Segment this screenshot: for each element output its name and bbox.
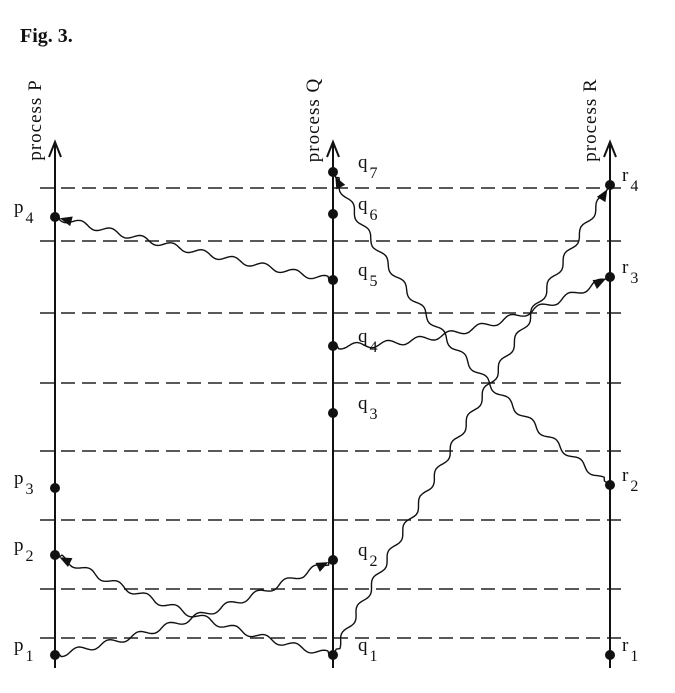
process-arrow (603, 139, 617, 158)
event-label: r1 (622, 635, 638, 665)
message (54, 554, 334, 656)
process-arrow (48, 139, 62, 158)
event-dot (50, 550, 60, 560)
event-index: 1 (630, 648, 638, 665)
event-dot (605, 272, 615, 282)
event-index: 5 (370, 273, 378, 290)
messages (54, 171, 611, 658)
message (333, 276, 611, 350)
message (332, 184, 611, 656)
event-dot (605, 480, 615, 490)
event-index: 6 (370, 207, 378, 224)
event-label: p3 (14, 468, 34, 498)
event-letter: q (358, 260, 368, 281)
event-dot (50, 650, 60, 660)
message-arrowhead (592, 279, 606, 289)
event-index: 1 (370, 648, 378, 665)
event-dot (328, 275, 338, 285)
event-index: 4 (26, 210, 34, 227)
event-index: 7 (370, 165, 378, 182)
event-label: r2 (622, 465, 638, 495)
event-letter: q (358, 194, 368, 215)
message (332, 171, 611, 486)
event-letter: q (358, 152, 368, 173)
message-arrowhead (315, 562, 329, 572)
process-label: process R (580, 78, 601, 161)
event-dot (328, 555, 338, 565)
event-dot (50, 212, 60, 222)
event-label: r3 (622, 257, 638, 287)
event-index: 3 (26, 481, 34, 498)
event-index: 2 (370, 553, 378, 570)
event-index: 3 (370, 406, 378, 423)
message-arrowhead (59, 557, 73, 568)
event-letter: p (14, 635, 24, 656)
event-index: 4 (630, 178, 638, 195)
event-letter: p (14, 468, 24, 489)
event-label: q3 (358, 393, 378, 423)
event-dot (605, 650, 615, 660)
event-letter: q (358, 393, 368, 414)
message (54, 216, 334, 281)
event-index: 2 (630, 478, 638, 495)
event-label: r4 (622, 165, 638, 195)
event-dot (328, 167, 338, 177)
event-index: 3 (630, 270, 638, 287)
event-label: q6 (358, 194, 378, 224)
processes: process P process Q process R (25, 78, 617, 668)
process-arrow (326, 139, 340, 158)
event-letter: r (622, 635, 629, 656)
process-label: process Q (303, 78, 324, 162)
process-label: process P (25, 79, 46, 160)
message-arrowhead (596, 189, 608, 203)
event-letter: q (358, 326, 368, 347)
event-letter: p (14, 535, 24, 556)
message-arrowhead (335, 176, 346, 190)
event-letter: q (358, 635, 368, 656)
event-dot (605, 180, 615, 190)
event-dot (328, 408, 338, 418)
event-dot (328, 341, 338, 351)
message (54, 559, 334, 658)
event-label: p4 (14, 197, 34, 227)
event-dot (328, 209, 338, 219)
event-index: 4 (370, 339, 378, 356)
event-dot (328, 650, 338, 660)
event-letter: r (622, 465, 629, 486)
event-dot (50, 483, 60, 493)
event-label: q2 (358, 540, 378, 570)
event-label: p2 (14, 535, 34, 565)
message-arrowhead (59, 216, 73, 227)
event-letter: p (14, 197, 24, 218)
event-label: q1 (358, 635, 378, 665)
event-label: q7 (358, 152, 378, 182)
event-letter: r (622, 165, 629, 186)
event-label: q4 (358, 326, 378, 356)
event-index: 2 (26, 548, 34, 565)
figure-title: Fig. 3. (20, 25, 73, 47)
event-label: p1 (14, 635, 34, 665)
event-label: q5 (358, 260, 378, 290)
event-letter: r (622, 257, 629, 278)
event-index: 1 (26, 648, 34, 665)
event-letter: q (358, 540, 368, 561)
